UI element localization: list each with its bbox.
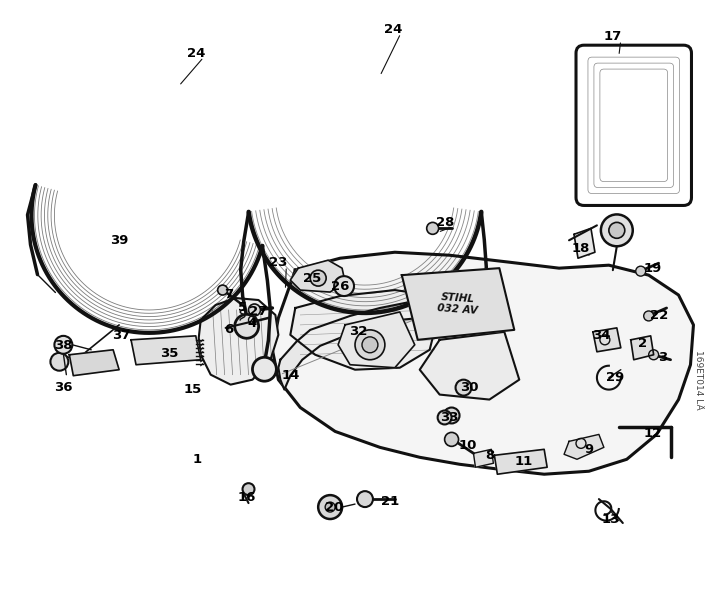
Text: 32: 32 — [348, 325, 367, 339]
Circle shape — [456, 379, 472, 396]
Circle shape — [235, 314, 258, 338]
Polygon shape — [290, 260, 345, 292]
Polygon shape — [69, 350, 119, 376]
Circle shape — [357, 491, 373, 507]
Polygon shape — [272, 252, 693, 474]
Text: 5: 5 — [238, 302, 247, 314]
Text: 12: 12 — [644, 427, 662, 440]
Circle shape — [469, 309, 493, 333]
Text: 15: 15 — [184, 383, 202, 396]
Text: 22: 22 — [650, 309, 669, 322]
Polygon shape — [279, 296, 459, 390]
Circle shape — [601, 215, 633, 246]
Text: 11: 11 — [514, 455, 532, 468]
Text: 35: 35 — [160, 347, 178, 361]
Text: 3: 3 — [658, 351, 667, 364]
Circle shape — [318, 495, 342, 519]
Polygon shape — [631, 336, 654, 360]
Text: 2: 2 — [638, 337, 647, 350]
Text: 17: 17 — [603, 30, 622, 43]
Text: 169ET014 LÄ: 169ET014 LÄ — [694, 350, 703, 409]
Text: 26: 26 — [331, 280, 349, 292]
Circle shape — [362, 337, 378, 353]
Text: 8: 8 — [485, 449, 494, 462]
Polygon shape — [131, 336, 201, 365]
Text: 4: 4 — [248, 317, 257, 330]
Text: 29: 29 — [606, 371, 624, 384]
Text: 25: 25 — [303, 272, 321, 285]
Polygon shape — [290, 290, 440, 370]
Circle shape — [427, 223, 438, 234]
Circle shape — [444, 407, 459, 423]
Circle shape — [649, 350, 659, 360]
Polygon shape — [574, 229, 595, 258]
Text: 1: 1 — [192, 453, 202, 466]
Circle shape — [644, 311, 654, 321]
Circle shape — [636, 266, 646, 276]
Circle shape — [55, 336, 72, 354]
Text: 16: 16 — [238, 491, 256, 503]
Polygon shape — [474, 449, 493, 468]
Text: 27: 27 — [249, 305, 268, 319]
Text: 14: 14 — [281, 369, 300, 382]
Circle shape — [445, 432, 459, 446]
Polygon shape — [420, 332, 519, 399]
Text: 21: 21 — [381, 494, 399, 508]
Text: 30: 30 — [460, 381, 479, 394]
Text: 33: 33 — [441, 411, 459, 424]
Circle shape — [310, 270, 326, 286]
Text: 9: 9 — [585, 443, 593, 456]
Text: 37: 37 — [112, 330, 130, 342]
Polygon shape — [593, 328, 621, 352]
Polygon shape — [402, 268, 514, 340]
Circle shape — [334, 276, 354, 296]
Circle shape — [325, 502, 335, 512]
Text: 19: 19 — [644, 261, 662, 275]
Text: 36: 36 — [54, 381, 73, 394]
Polygon shape — [338, 312, 415, 368]
Text: 18: 18 — [572, 242, 590, 255]
Text: 7: 7 — [224, 288, 233, 300]
Circle shape — [243, 483, 254, 495]
Polygon shape — [495, 449, 547, 474]
Text: 39: 39 — [110, 234, 128, 247]
Polygon shape — [199, 298, 279, 385]
Text: 23: 23 — [269, 256, 287, 269]
Text: 24: 24 — [186, 47, 205, 60]
Polygon shape — [564, 434, 604, 459]
Text: 38: 38 — [54, 339, 73, 352]
Text: 6: 6 — [224, 323, 233, 336]
Circle shape — [438, 410, 451, 424]
Circle shape — [253, 358, 276, 381]
Circle shape — [217, 285, 228, 295]
Text: 13: 13 — [602, 513, 620, 525]
Circle shape — [609, 223, 625, 238]
Text: 28: 28 — [436, 216, 455, 229]
Text: 34: 34 — [592, 330, 610, 342]
Circle shape — [248, 304, 261, 316]
Text: 24: 24 — [384, 22, 402, 36]
Text: STIHL
032 AV: STIHL 032 AV — [436, 292, 479, 316]
Circle shape — [355, 330, 385, 360]
Text: 10: 10 — [459, 439, 477, 452]
Circle shape — [50, 353, 68, 371]
Text: 20: 20 — [325, 500, 343, 514]
